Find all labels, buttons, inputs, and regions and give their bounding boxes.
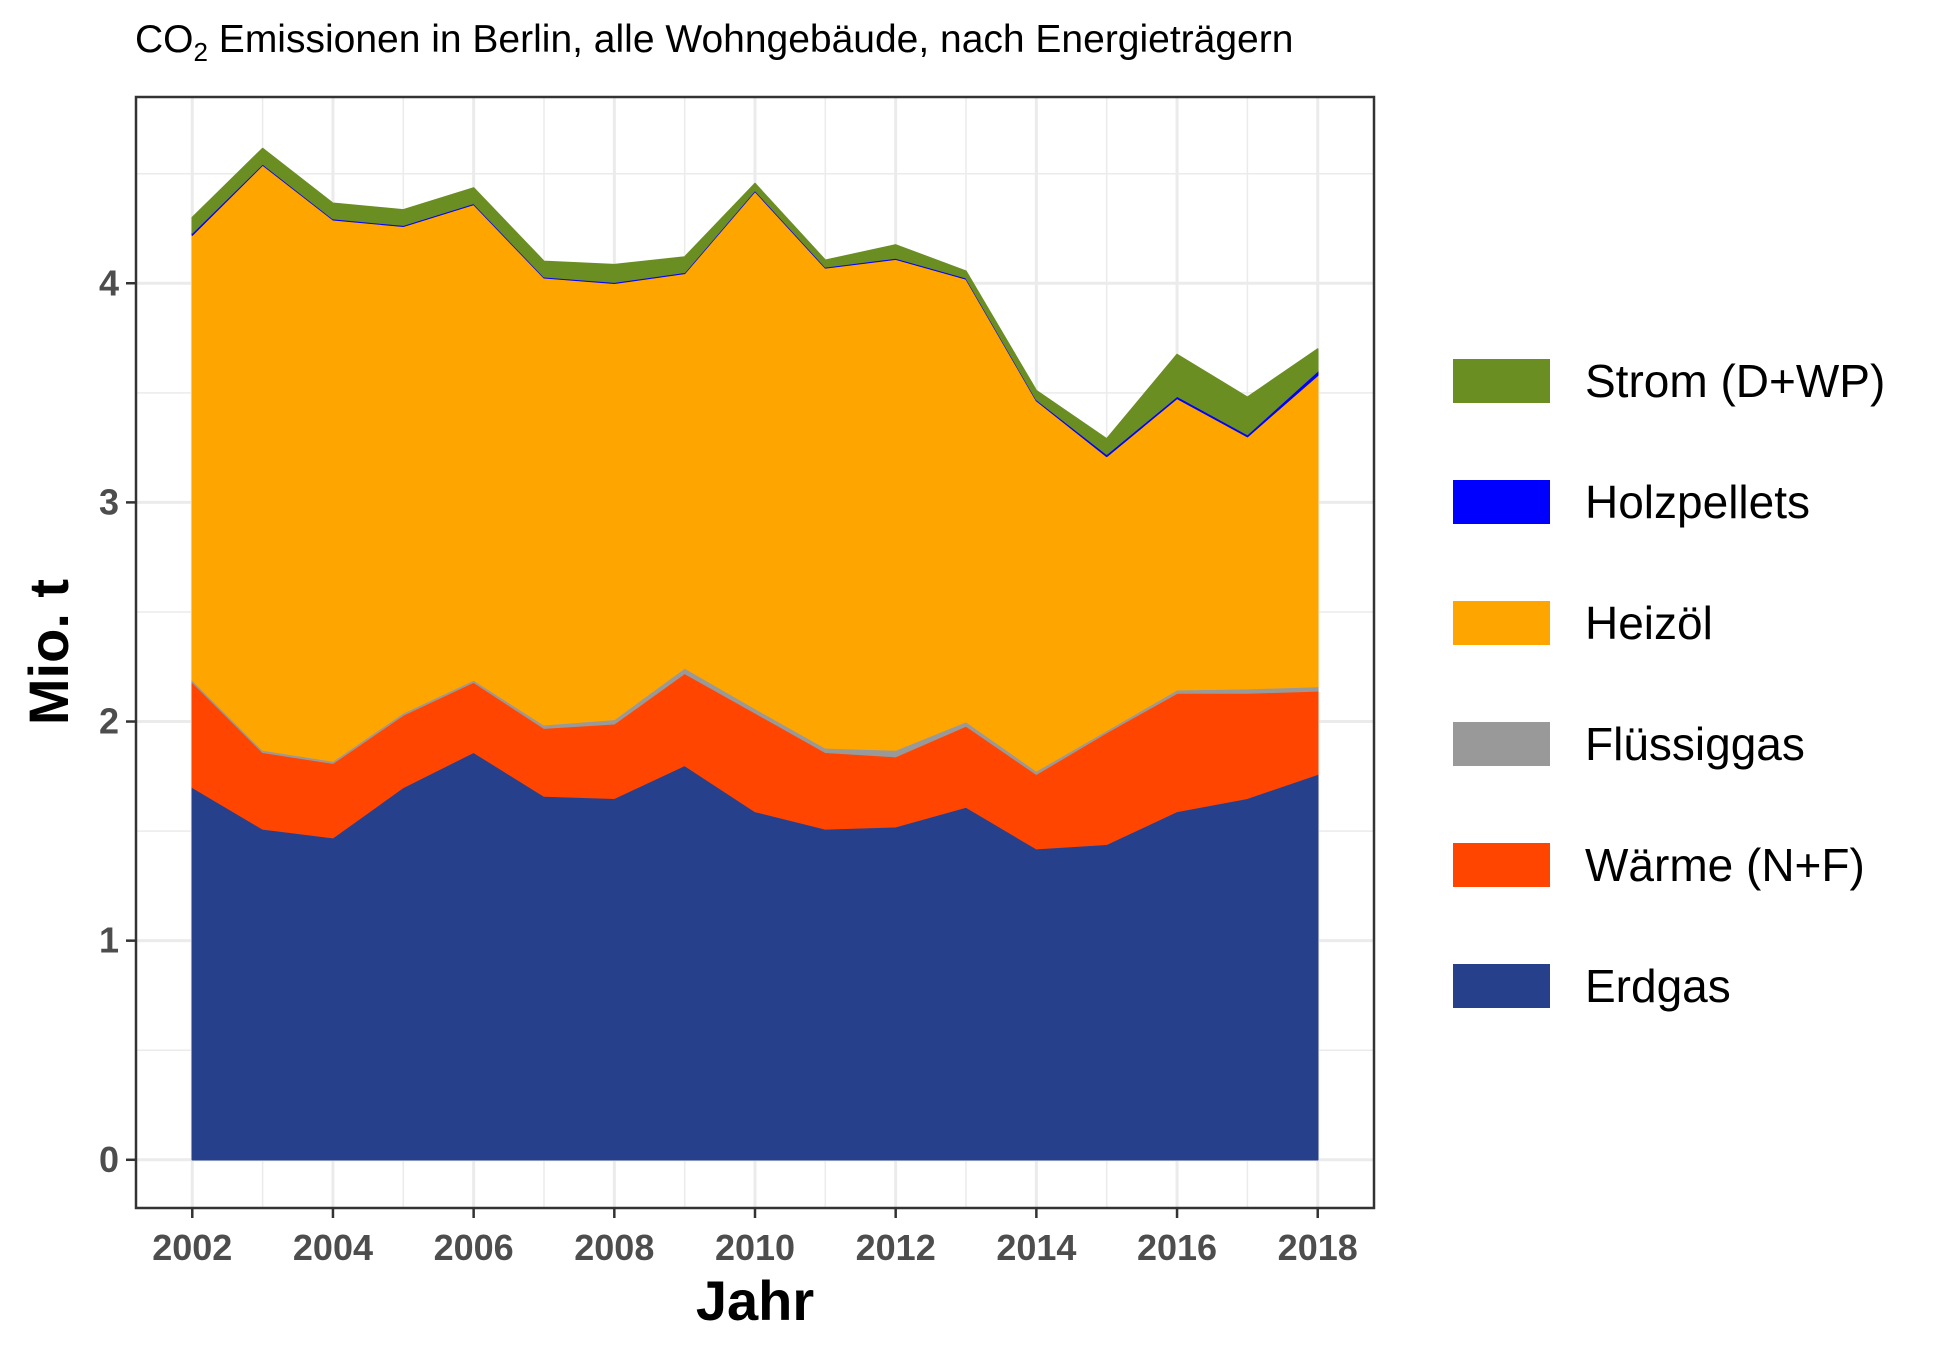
legend-label-heiz-l: Heizöl bbox=[1585, 597, 1713, 649]
x-tick-label: 2018 bbox=[1278, 1227, 1358, 1268]
legend-label-erdgas: Erdgas bbox=[1585, 960, 1731, 1012]
area-strom-d-wp bbox=[191, 147, 1319, 455]
x-axis: 2002 2004 2006 2008 2010 2012 2014 2016 2018 bbox=[152, 1208, 1358, 1268]
x-tick-label: 2008 bbox=[574, 1227, 654, 1268]
legend-label-w-rme-n-f: Wärme (N+F) bbox=[1585, 839, 1865, 891]
x-tick-label: 2006 bbox=[434, 1227, 514, 1268]
chart-title-prefix: CO bbox=[135, 18, 194, 61]
legend-key-fl-ssiggas bbox=[1453, 722, 1550, 766]
y-tick-label: 0 bbox=[99, 1139, 119, 1180]
y-axis-title: Mio. t bbox=[17, 579, 80, 725]
legend-key-heiz-l bbox=[1453, 601, 1550, 645]
chart-title-rest: Emissionen in Berlin, alle Wohngebäude, … bbox=[208, 18, 1293, 61]
legend: Strom (D+WP) Holzpellets Heizöl Flüssiggas W… bbox=[1453, 355, 1885, 1012]
legend-label-fl-ssiggas: Flüssiggas bbox=[1585, 718, 1805, 770]
chart-title-subscript: 2 bbox=[194, 37, 208, 67]
legend-label-holzpellets: Holzpellets bbox=[1585, 476, 1810, 528]
x-tick-label: 2010 bbox=[715, 1227, 795, 1268]
legend-key-erdgas bbox=[1453, 964, 1550, 1008]
x-axis-title: Jahr bbox=[696, 1269, 814, 1332]
legend-key-strom-d-wp bbox=[1453, 359, 1550, 403]
legend-key-w-rme-n-f bbox=[1453, 843, 1550, 887]
legend-key-holzpellets bbox=[1453, 480, 1550, 524]
y-tick-label: 1 bbox=[99, 920, 119, 961]
y-axis: 0 1 2 3 4 bbox=[99, 262, 136, 1180]
legend-label-strom-d-wp: Strom (D+WP) bbox=[1585, 355, 1885, 407]
x-tick-label: 2012 bbox=[856, 1227, 936, 1268]
y-tick-label: 4 bbox=[99, 262, 119, 303]
y-tick-label: 3 bbox=[99, 481, 119, 522]
x-tick-label: 2004 bbox=[293, 1227, 373, 1268]
chart-title: CO2 Emissionen in Berlin, alle Wohngebäu… bbox=[135, 18, 1293, 67]
area-series bbox=[191, 147, 1319, 1161]
x-tick-label: 2002 bbox=[152, 1227, 232, 1268]
x-tick-label: 2014 bbox=[996, 1227, 1076, 1268]
x-tick-label: 2016 bbox=[1137, 1227, 1217, 1268]
y-tick-label: 2 bbox=[99, 701, 119, 742]
